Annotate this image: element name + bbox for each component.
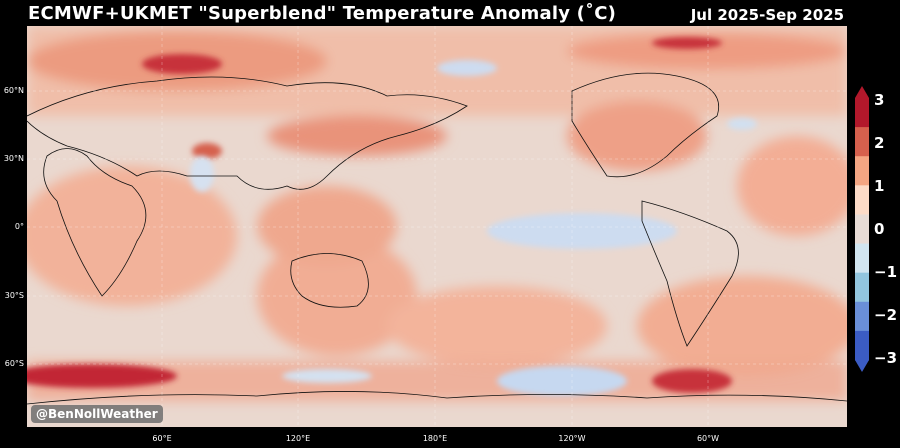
colorbar-segment: [855, 243, 869, 274]
colorbar-tick-1: 1: [874, 177, 885, 195]
colorbar-tick-0: 0: [874, 220, 885, 238]
lon-label-120w: 120°W: [558, 434, 586, 443]
colorbar-tick-minus-2: −2: [874, 306, 898, 324]
lat-label-60n: 60°N: [3, 86, 24, 95]
lon-label-60e: 60°E: [152, 434, 172, 443]
lat-label-60s: 60°S: [4, 359, 24, 368]
colorbar-segment: [855, 272, 869, 303]
forecast-period: Jul 2025-Sep 2025: [690, 6, 844, 24]
credit-watermark: @BenNollWeather: [31, 405, 163, 423]
colorbar-segment: [855, 127, 869, 157]
lat-label-equator: 0°: [14, 222, 24, 231]
colorbar-bottom-arrow: [855, 360, 869, 372]
colorbar-tick-2: 2: [874, 134, 885, 152]
colorbar-segment: [855, 98, 869, 128]
map-canvas: [27, 26, 847, 427]
colorbar-top-arrow: [855, 86, 869, 98]
colorbar-tick-3: 3: [874, 91, 885, 109]
colorbar-segment: [855, 301, 869, 332]
lon-label-180e: 180°E: [422, 434, 448, 443]
lon-label-60w: 60°W: [696, 434, 720, 443]
colorbar-segment: [855, 156, 869, 186]
lon-label-120e: 120°E: [285, 434, 311, 443]
graticule: [27, 26, 847, 427]
colorbar-tick-minus-3: −3: [874, 349, 898, 367]
colorbar-segment: [855, 214, 869, 245]
colorbar-segment: [855, 185, 869, 215]
temperature-anomaly-map: [27, 26, 847, 427]
colorbar-segments: [855, 98, 869, 361]
colorbar: [855, 86, 869, 372]
map-title: ECMWF+UKMET "Superblend" Temperature Ano…: [28, 3, 617, 24]
colorbar-segment: [855, 330, 869, 361]
coastlines: [27, 72, 847, 405]
lat-label-30s: 30°S: [4, 291, 24, 300]
lat-label-30n: 30°N: [3, 154, 24, 163]
cool-anomaly-regions: [190, 60, 757, 396]
colorbar-tick-minus-1: −1: [874, 263, 898, 281]
